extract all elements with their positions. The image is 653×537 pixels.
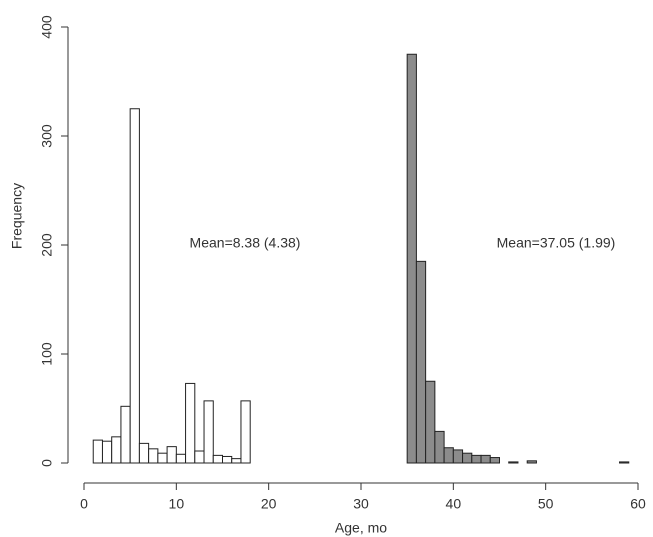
y-tick-label: 300 [39,124,55,148]
histogram-bar [194,450,205,464]
annotation: Mean=8.38 (4.38) [190,235,301,251]
y-tick-label: 400 [39,15,55,39]
x-axis-label: Age, mo [335,520,387,536]
histogram-bar [222,455,233,464]
histogram-bar [92,439,103,464]
histogram-bar [434,430,445,464]
x-tick-label: 0 [80,496,88,512]
histogram-bar [231,458,242,464]
histogram-bar [138,442,150,464]
histogram-bar [203,400,214,464]
histogram-bar [508,461,519,464]
histogram-bar [406,53,417,464]
histogram-bar [415,260,427,464]
x-tick-label: 10 [169,496,185,512]
x-tick-label: 20 [261,496,277,512]
histogram-bar [489,457,500,464]
annotation: Mean=37.05 (1.99) [497,235,616,251]
y-tick-label: 200 [39,233,55,257]
histogram-bar [480,454,491,464]
x-tick-label: 50 [538,496,554,512]
histogram-bar [185,382,196,464]
y-tick-label: 100 [39,342,55,366]
x-tick-label: 40 [446,496,462,512]
histogram-bar [148,448,159,464]
x-tick-label: 30 [353,496,369,512]
histogram-bar [166,446,177,464]
x-tick-label: 60 [630,496,646,512]
y-axis-label: Frequency [9,183,25,249]
histogram-bar [101,440,113,464]
y-tick-label: 0 [39,459,55,467]
histogram-bar [175,453,187,464]
histogram-bar [619,461,630,464]
histogram-bar [157,452,168,464]
histogram-bar [526,460,537,464]
histogram-bar [120,405,131,464]
histogram-bar [462,452,473,464]
histogram-bar [425,380,436,464]
histogram-bar [452,449,464,464]
histogram-bar [129,108,140,464]
histogram-bar [212,454,223,464]
histogram-bar [240,400,251,464]
histogram-bar [443,447,454,464]
histogram-bar [111,436,122,464]
histogram-bar [471,454,482,464]
